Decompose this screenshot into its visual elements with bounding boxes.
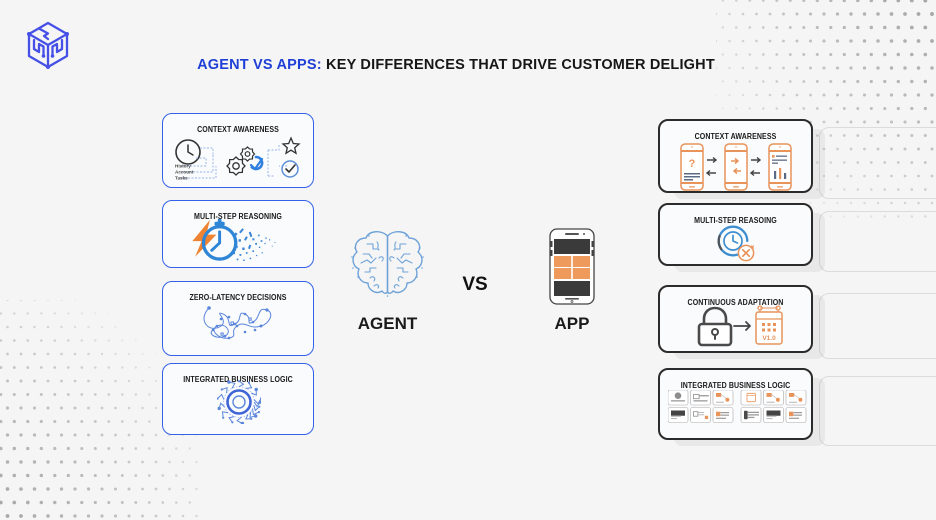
svg-text:?: ? — [689, 158, 696, 170]
svg-text:Account: Account — [175, 170, 194, 175]
svg-text:Tasks: Tasks — [175, 176, 188, 181]
svg-text:History: History — [175, 164, 191, 169]
svg-text:V1.0: V1.0 — [762, 335, 776, 342]
